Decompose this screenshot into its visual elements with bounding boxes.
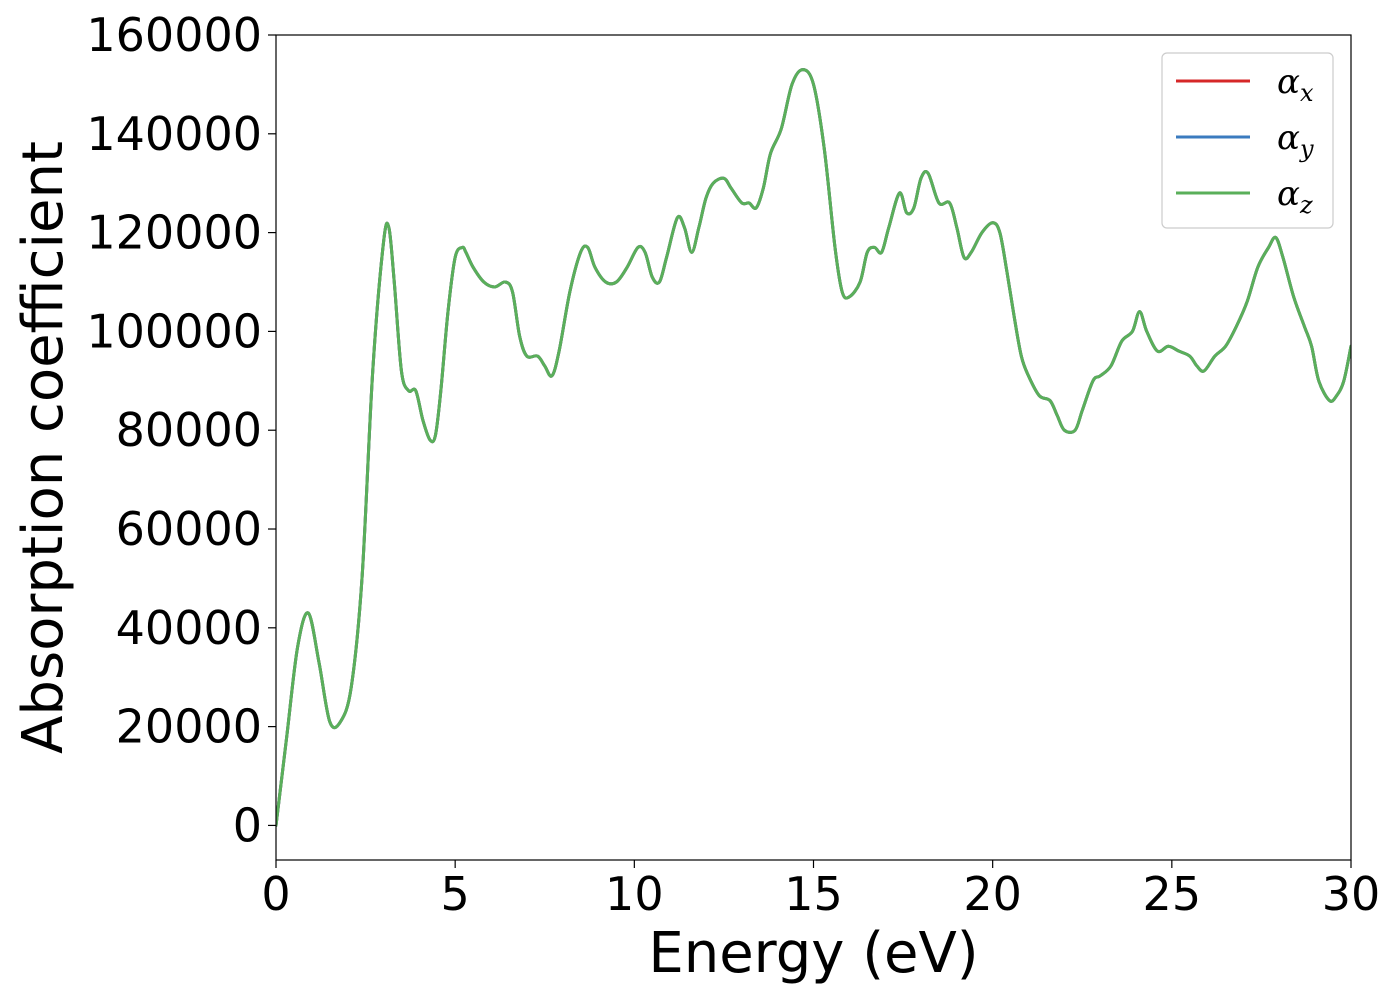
x-axis-title: Energy (eV) xyxy=(648,921,978,986)
y-axis-ticks: 0 20000 40000 60000 80000 100000 120000 140000 1… xyxy=(86,8,276,852)
legend-box xyxy=(1161,52,1334,229)
legend-label-z: αz xyxy=(1277,174,1313,219)
y-tick-label: 0 xyxy=(233,798,262,852)
y-tick-label: 20000 xyxy=(116,700,262,754)
x-tick-label: 30 xyxy=(1322,867,1381,921)
y-tick-label: 40000 xyxy=(116,601,262,655)
x-tick-label: 0 xyxy=(261,867,290,921)
y-tick-label: 60000 xyxy=(116,502,262,556)
y-tick-label: 80000 xyxy=(116,403,262,457)
y-tick-label: 140000 xyxy=(86,107,262,161)
y-tick-label: 160000 xyxy=(86,8,262,62)
x-tick-label: 20 xyxy=(963,867,1022,921)
y-tick-label: 100000 xyxy=(86,304,262,358)
x-axis-ticks: 0 5 10 15 20 25 30 xyxy=(261,860,1380,921)
legend: αx αy αz xyxy=(1161,52,1334,229)
series-layer xyxy=(276,68,1351,827)
x-tick-label: 10 xyxy=(605,867,664,921)
legend-label-x: αx xyxy=(1277,62,1314,107)
x-tick-label: 15 xyxy=(784,867,843,921)
legend-label-y: αy xyxy=(1277,118,1314,163)
x-tick-label: 5 xyxy=(441,867,470,921)
y-tick-label: 120000 xyxy=(86,206,262,260)
series-line-z xyxy=(276,68,1351,827)
y-axis-title: Absorption coefficient xyxy=(11,141,76,754)
legend-items: αx αy αz xyxy=(1176,62,1314,219)
x-tick-label: 25 xyxy=(1143,867,1202,921)
